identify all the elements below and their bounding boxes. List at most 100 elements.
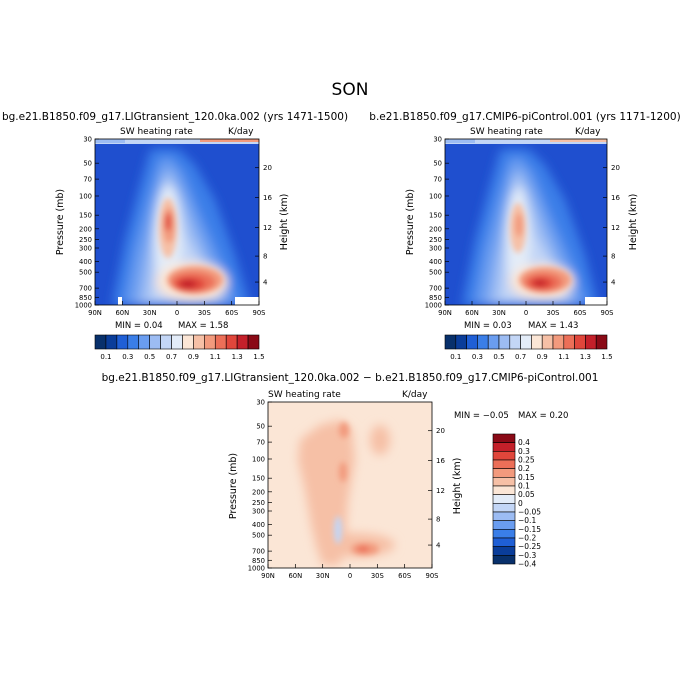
colorbar-swatch (116, 334, 129, 350)
y-tick-label: 200 (252, 488, 265, 496)
colorbar-label: 0.5 (493, 353, 504, 361)
min-label: MIN = −0.05 (454, 411, 509, 421)
y-tick-label: 200 (429, 225, 442, 233)
colorbar-swatch (236, 334, 249, 350)
x-tick-label: 30S (547, 309, 560, 317)
colorbar-swatch (492, 494, 516, 504)
colorbar-swatch (477, 334, 489, 350)
y-axis-right-label: Height (km) (628, 194, 639, 251)
y-right-tick-label: 8 (263, 253, 267, 261)
y-tick-label: 100 (429, 192, 442, 200)
x-tick-label: 30N (143, 309, 157, 317)
colorbar-label: 1.5 (253, 353, 264, 361)
x-tick-label: 30N (492, 309, 506, 317)
y-tick-label: 50 (83, 160, 92, 168)
y-right-tick-label: 4 (263, 279, 268, 287)
y-right-tick-label: 16 (263, 194, 272, 202)
colorbar-swatch (595, 334, 608, 350)
max-label: MAX = 1.58 (178, 321, 228, 331)
colorbar-swatch (492, 451, 516, 461)
colorbar-label: 1.3 (232, 353, 243, 361)
x-tick-label: 30S (371, 572, 384, 580)
colorbar-swatch (498, 334, 511, 350)
colorbar-label: −0.05 (518, 508, 541, 517)
colorbar-label: −0.4 (518, 560, 536, 569)
panel-units: K/day (402, 390, 428, 400)
y-right-tick-label: 20 (611, 164, 620, 172)
colorbar-label: −0.3 (518, 551, 536, 560)
colorbar-label: 0.3 (518, 447, 530, 456)
colorbar-swatch (138, 334, 150, 350)
colorbar-label: 0.1 (518, 482, 530, 491)
panel-title: b.e21.B1850.f09_g17.CMIP6-piControl.001 … (369, 111, 680, 123)
y-tick-label: 70 (433, 176, 442, 184)
y-tick-label: 250 (429, 236, 442, 244)
y-tick-label: 400 (252, 521, 265, 529)
y-tick-label: 500 (79, 269, 92, 277)
x-tick-label: 0 (524, 309, 528, 317)
colorbar-label: 0.1 (100, 353, 111, 361)
colorbar-swatch (193, 334, 205, 350)
y-right-tick-label: 20 (263, 164, 272, 172)
colorbar-label: 0.2 (518, 464, 530, 473)
colorbar-swatch (563, 334, 575, 350)
y-right-tick-label: 8 (436, 516, 440, 524)
y-right-tick-label: 8 (611, 253, 615, 261)
x-tick-label: 90S (426, 572, 439, 580)
colorbar-swatch (574, 334, 586, 350)
y-tick-label: 70 (256, 439, 265, 447)
colorbar-label: −0.25 (518, 542, 541, 551)
y-tick-label: 400 (79, 258, 92, 266)
colorbar-label: 0.4 (518, 438, 530, 447)
y-tick-label: 700 (79, 285, 92, 293)
y-tick-label: 700 (252, 548, 265, 556)
colorbar-swatch (466, 334, 478, 350)
panel-subtitle-left: SW heating rate (120, 127, 193, 137)
y-tick-label: 150 (429, 212, 442, 220)
colorbar-label: 0.5 (144, 353, 155, 361)
panel-title: bg.e21.B1850.f09_g17.LIGtransient_120.0k… (102, 372, 599, 384)
colorbar-swatch (531, 334, 543, 350)
colorbar-swatch (127, 334, 140, 350)
y-tick-label: 500 (252, 532, 265, 540)
colorbar-swatch (585, 334, 597, 350)
colorbar-label: 0.1 (450, 353, 461, 361)
y-right-tick-label: 16 (611, 194, 620, 202)
min-label: MIN = 0.03 (464, 321, 512, 331)
colorbar-swatch (492, 520, 516, 530)
y-tick-label: 1000 (425, 302, 442, 310)
colorbar-label: −0.2 (518, 534, 536, 543)
x-tick-label: 60N (115, 309, 129, 317)
colorbar-swatch (94, 334, 107, 350)
y-tick-label: 300 (429, 245, 442, 253)
y-tick-label: 30 (256, 399, 265, 407)
y-tick-label: 150 (79, 212, 92, 220)
y-tick-label: 1000 (75, 302, 92, 310)
x-tick-label: 60S (398, 572, 411, 580)
y-tick-label: 250 (252, 499, 265, 507)
colorbar-swatch (552, 334, 565, 350)
colorbar-label: 0.7 (166, 353, 177, 361)
min-label: MIN = 0.04 (115, 321, 163, 331)
x-tick-label: 30S (198, 309, 211, 317)
colorbar-swatch (214, 334, 227, 350)
colorbar-swatch (149, 334, 161, 350)
colorbar-swatch (492, 485, 516, 495)
colorbar-swatch (492, 537, 516, 547)
y-right-tick-label: 20 (436, 427, 445, 435)
colorbar-swatch (492, 546, 516, 556)
panel-title: bg.e21.B1850.f09_g17.LIGtransient_120.0k… (2, 111, 348, 123)
y-tick-label: 300 (252, 508, 265, 516)
y-right-tick-label: 12 (263, 224, 272, 232)
y-tick-label: 30 (433, 136, 442, 144)
y-axis-label: Pressure (mb) (228, 453, 239, 519)
figure-title: SON (332, 80, 369, 100)
y-tick-label: 50 (433, 160, 442, 168)
colorbar-swatch (492, 511, 516, 521)
x-tick-label: 90N (438, 309, 452, 317)
colorbar-label: 0.9 (188, 353, 199, 361)
colorbar-swatch (520, 334, 532, 350)
x-tick-label: 30N (316, 572, 330, 580)
x-tick-label: 0 (348, 572, 352, 580)
y-tick-label: 50 (256, 423, 265, 431)
